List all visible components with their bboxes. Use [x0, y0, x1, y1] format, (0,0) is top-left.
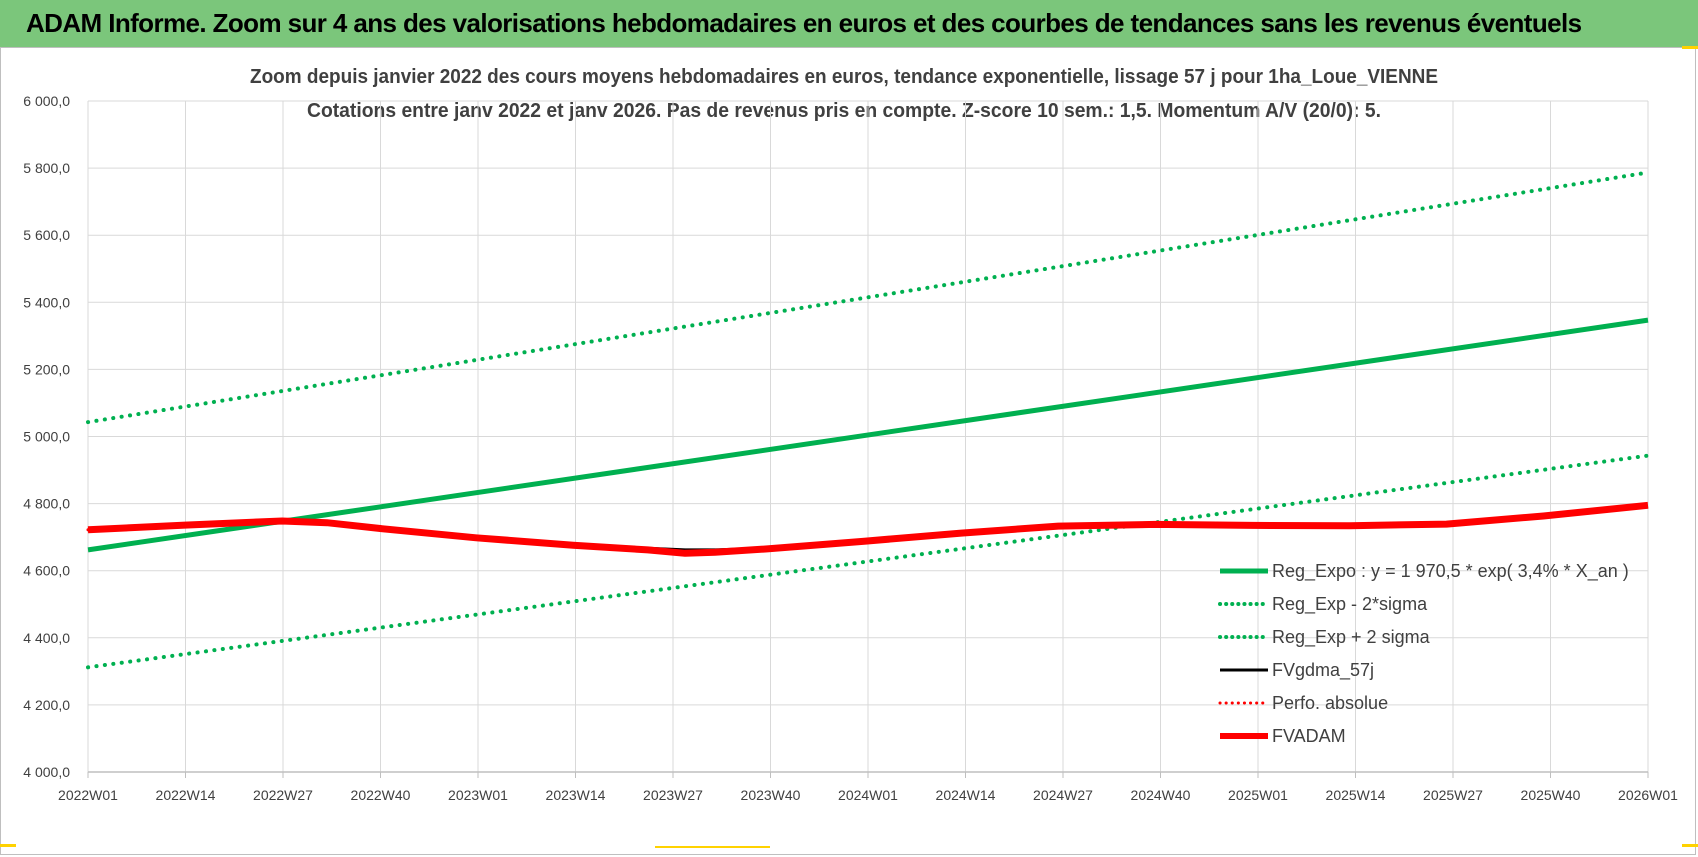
series-line-2 — [86, 453, 1650, 670]
y-tick-label: 5 600,0 — [23, 227, 70, 243]
x-tick-label: 2024W27 — [1033, 787, 1093, 803]
x-tick-label: 2022W14 — [156, 787, 216, 803]
chart-title-line-1: Zoom depuis janvier 2022 des cours moyen… — [250, 66, 1438, 88]
x-tick-label: 2025W14 — [1326, 787, 1386, 803]
x-tick-label: 2023W01 — [448, 787, 508, 803]
y-tick-label: 5 200,0 — [23, 361, 70, 377]
y-tick-label: 6 000,0 — [23, 93, 70, 109]
y-tick-label: 4 400,0 — [23, 630, 70, 646]
axes: 4 000,0 4 200,0 4 400,0 4 600,0 4 800,0 5 000… — [23, 93, 1678, 803]
legend: Reg_Expo : y = 1 970,5 * exp( 3,4% * X_a… — [1218, 561, 1629, 746]
y-tick-label: 4 600,0 — [23, 563, 70, 579]
x-tick-label: 2025W01 — [1228, 787, 1288, 803]
frame-bottom-marker — [655, 846, 770, 848]
y-tick-label: 4 000,0 — [23, 764, 70, 780]
legend-label: Reg_Expo : y = 1 970,5 * exp( 3,4% * X_a… — [1272, 561, 1629, 582]
grid — [87, 100, 1649, 773]
y-tick-label: 5 000,0 — [23, 429, 70, 445]
legend-label: FVgdma_57j — [1272, 660, 1374, 681]
x-tick-label: 2026W01 — [1618, 787, 1678, 803]
x-tick-label: 2023W40 — [741, 787, 801, 803]
x-tick-label: 2023W27 — [643, 787, 703, 803]
series-line-6 — [87, 501, 1649, 557]
x-tick-label: 2025W27 — [1423, 787, 1483, 803]
frame-corner-marker-top-right — [1682, 46, 1698, 49]
legend-label: Perfo. absolue — [1272, 693, 1388, 713]
legend-label: Reg_Exp + 2 sigma — [1272, 627, 1431, 648]
x-tick-label: 2022W01 — [58, 787, 118, 803]
x-tick-label: 2024W40 — [1131, 787, 1191, 803]
x-tick-label: 2025W40 — [1521, 787, 1581, 803]
y-tick-label: 4 800,0 — [23, 496, 70, 512]
x-tick-label: 2022W40 — [351, 787, 411, 803]
frame-corner-marker-left — [0, 844, 16, 847]
chart-title-line-2: Cotations entre janv 2022 et janv 2026. … — [307, 100, 1381, 122]
title-banner: ADAM Informe. Zoom sur 4 ans des valoris… — [0, 0, 1698, 48]
chart-frame — [0, 47, 1696, 855]
series-line-3 — [86, 170, 1650, 425]
y-tick-label: 5 800,0 — [23, 160, 70, 176]
y-tick-label: 4 200,0 — [23, 697, 70, 713]
y-tick-label: 5 400,0 — [23, 294, 70, 310]
x-tick-label: 2024W01 — [838, 787, 898, 803]
x-tick-label: 2024W14 — [936, 787, 996, 803]
series — [86, 170, 1650, 670]
x-tick-label: 2022W27 — [253, 787, 313, 803]
frame-corner-marker-right — [1682, 844, 1698, 847]
x-tick-label: 2023W14 — [546, 787, 606, 803]
series-line-1 — [87, 317, 1649, 553]
line-chart: Zoom depuis janvier 2022 des cours moyen… — [23, 66, 1678, 803]
legend-label: Reg_Exp - 2*sigma — [1272, 594, 1428, 615]
banner-title: ADAM Informe. Zoom sur 4 ans des valoris… — [26, 8, 1582, 38]
legend-label: FVADAM — [1272, 726, 1346, 746]
